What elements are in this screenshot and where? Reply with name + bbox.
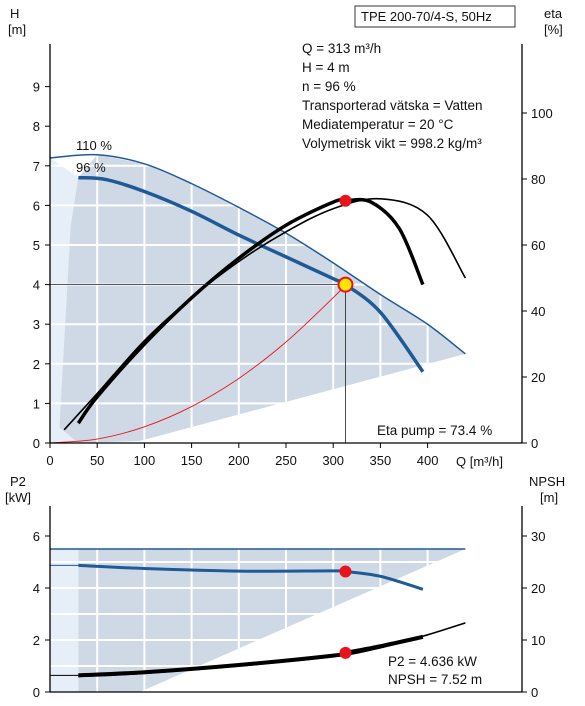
q-tick-label: 50 — [90, 453, 104, 468]
h-tick-label: 7 — [33, 159, 40, 174]
npsh-operating-point — [339, 646, 352, 659]
info-density: Volymetrisk vikt = 998.2 kg/m³ — [302, 136, 482, 151]
operating-area — [59, 154, 466, 443]
q-tick-label: 100 — [134, 453, 156, 468]
title-box — [354, 5, 516, 28]
lower-chart-background — [50, 549, 466, 692]
system-curve — [49, 284, 346, 444]
info-temperature: Mediatemperatur = 20 °C — [302, 117, 454, 132]
p2-axis-unit: [kW] — [5, 490, 31, 505]
q-tick-label: 350 — [370, 453, 392, 468]
info-head: H = 4 m — [302, 60, 350, 75]
npsh-curve-96 — [78, 634, 424, 678]
q-tick-label: 0 — [46, 453, 53, 468]
p2-tick-label: 2 — [33, 633, 40, 648]
npsh-tick-label: 20 — [531, 581, 545, 596]
eta-axis-symbol: eta — [544, 6, 563, 21]
eta-tick-label: 60 — [531, 238, 545, 253]
npsh-value-label: NPSH = 7.52 m — [388, 672, 482, 687]
h-tick-label: 0 — [33, 436, 40, 451]
p2-tick-label: 4 — [33, 581, 40, 596]
h-tick-label: 6 — [33, 198, 40, 213]
lower-chart-axes: 0 2 4 6 0 10 20 30 — [33, 506, 545, 700]
h-tick-label: 4 — [33, 278, 40, 293]
eta-tick-label: 40 — [531, 304, 545, 319]
lower-chart-grid — [50, 510, 522, 692]
info-liquid: Transporterad vätska = Vatten — [302, 98, 482, 113]
q-tick-label: 250 — [275, 453, 297, 468]
q-tick-label: 150 — [181, 453, 203, 468]
lower-operating-area — [78, 549, 466, 692]
p2-curve-96 — [78, 563, 424, 591]
q-tick-label: 400 — [417, 453, 439, 468]
h-tick-label: 8 — [33, 119, 40, 134]
h-tick-label: 1 — [33, 396, 40, 411]
h-tick-label: 3 — [33, 317, 40, 332]
eta-tick-label: 0 — [531, 436, 538, 451]
npsh-tick-label: 0 — [531, 685, 538, 700]
pump-model-title: TPE 200-70/4-S, 50Hz — [361, 9, 492, 24]
eta-pump-label: Eta pump = 73.4 % — [377, 423, 492, 438]
q-tick-label: 200 — [228, 453, 250, 468]
p2-value-label: P2 = 4.636 kW — [388, 654, 477, 669]
qh-curve-96 — [78, 175, 425, 373]
npsh-tick-label: 10 — [531, 633, 545, 648]
eta-curve-96 — [76, 197, 425, 425]
p2-operating-point — [339, 565, 352, 578]
h-axis-symbol: H — [10, 6, 19, 21]
q-axis-label: Q [m³/h] — [456, 454, 503, 469]
eta-tick-label: 80 — [531, 172, 545, 187]
p2-tick-label: 0 — [33, 685, 40, 700]
eta-operating-point — [339, 194, 352, 207]
h-tick-label: 9 — [33, 80, 40, 95]
p2-axis-symbol: P2 — [10, 474, 26, 489]
eta-curve-110 — [63, 197, 467, 431]
eta-tick-label: 100 — [531, 106, 553, 121]
npsh-axis-symbol: NPSH — [529, 474, 565, 489]
h-axis-unit: [m] — [8, 22, 26, 37]
npsh-tick-label: 30 — [531, 529, 545, 544]
npsh-axis-unit: [m] — [540, 490, 558, 505]
qh-curve-110 — [49, 153, 466, 355]
eta-axis-unit: [%] — [544, 22, 563, 37]
eta-tick-label: 20 — [531, 370, 545, 385]
qh-operating-point — [337, 276, 354, 293]
curve-label-110: 110 % — [76, 138, 112, 153]
upper-chart-background — [50, 154, 466, 443]
lower-chart-series — [50, 548, 466, 678]
curve-label-96: 96 % — [76, 160, 106, 175]
upper-chart-series — [49, 153, 467, 444]
h-tick-label: 2 — [33, 357, 40, 372]
q-tick-label: 300 — [322, 453, 344, 468]
info-flow: Q = 313 m³/h — [302, 41, 381, 56]
lower-low-flow-region — [50, 549, 79, 692]
h-tick-label: 5 — [33, 238, 40, 253]
p2-tick-label: 6 — [33, 529, 40, 544]
upper-chart-axes: 0 1 2 3 4 5 6 7 8 9 0 20 40 60 80 100 0 50 100 150 200 250 300… — [33, 44, 553, 468]
info-speed: n = 96 % — [302, 79, 356, 94]
